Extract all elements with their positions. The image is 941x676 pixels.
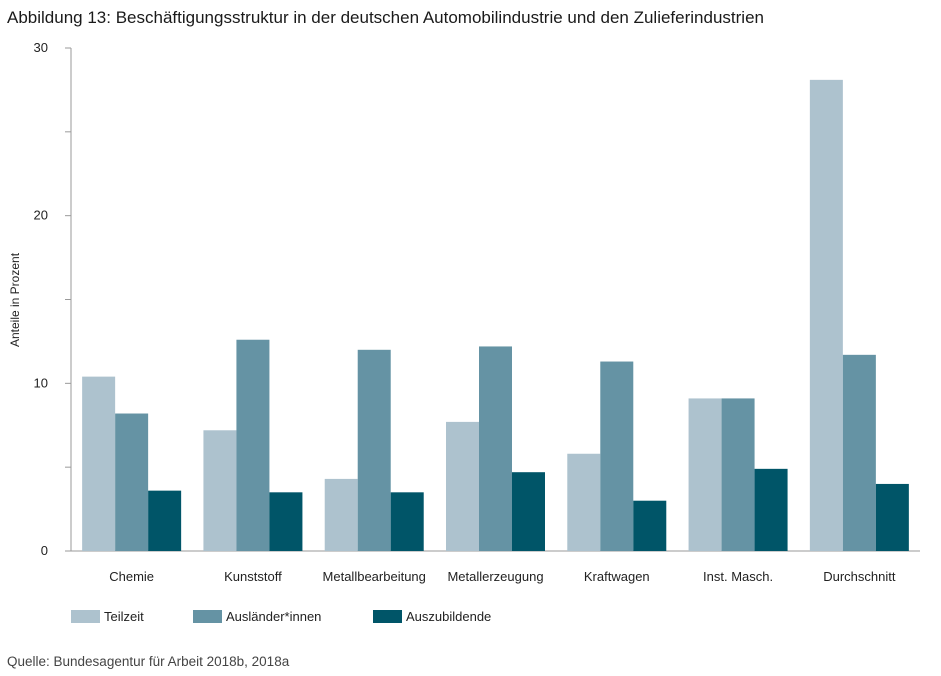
bar-teilzeit-5 <box>688 398 722 551</box>
source-note: Quelle: Bundesagentur für Arbeit 2018b, … <box>7 654 290 669</box>
bar-teilzeit-4 <box>567 453 601 551</box>
legend-swatch-2 <box>373 610 402 623</box>
legend-label-2: Auszubildende <box>406 609 491 624</box>
x-tick-label: Inst. Masch. <box>703 569 773 584</box>
x-tick-label: Kunststoff <box>224 569 282 584</box>
x-tick-label: Durchschnitt <box>823 569 896 584</box>
bar-teilzeit-1 <box>203 430 237 551</box>
x-tick-label: Kraftwagen <box>584 569 650 584</box>
bar-teilzeit-0 <box>82 376 116 551</box>
bar-auszubildende-5 <box>754 468 788 551</box>
x-tick-label: Metallerzeugung <box>447 569 543 584</box>
bar-auszubildende-1 <box>269 492 303 551</box>
y-tick-label: 0 <box>41 543 48 558</box>
bar-teilzeit-2 <box>324 478 358 551</box>
bar-auszubildende-3 <box>512 472 545 551</box>
bar-teilzeit-6 <box>809 79 843 552</box>
bar-ausl-nder-innen-2 <box>357 349 391 551</box>
bar-auszubildende-6 <box>875 483 909 551</box>
x-tick-labels: Chemie Kunststoff Metallbearbeitung Metalle… <box>109 569 896 584</box>
bar-teilzeit-3 <box>446 421 479 551</box>
y-tick-label: 20 <box>34 208 48 223</box>
x-tick-label: Chemie <box>109 569 154 584</box>
bar-auszubildende-0 <box>148 490 182 551</box>
bar-ausl-nder-innen-5 <box>721 398 755 551</box>
bar-chart: 0 10 20 30 Chemie Kunststoff Metallbearbeitun… <box>8 40 920 624</box>
legend: Teilzeit Ausländer*innen Auszubildende <box>71 609 491 624</box>
chart-title: Abbildung 13: Beschäftigungsstruktur in … <box>7 8 764 27</box>
x-tick-label: Metallbearbeitung <box>323 569 426 584</box>
y-axis-label: Anteile in Prozent <box>8 252 22 347</box>
y-tick-label: 30 <box>34 40 48 55</box>
bar-auszubildende-4 <box>633 500 667 551</box>
bar-ausl-nder-innen-0 <box>115 413 149 551</box>
legend-label-0: Teilzeit <box>104 609 144 624</box>
bars <box>82 79 909 552</box>
bar-auszubildende-2 <box>390 492 424 551</box>
y-tick-label: 10 <box>34 375 48 390</box>
bar-ausl-nder-innen-4 <box>600 361 634 551</box>
bar-ausl-nder-innen-1 <box>236 339 270 551</box>
legend-swatch-0 <box>71 610 100 623</box>
legend-swatch-1 <box>193 610 222 623</box>
legend-label-1: Ausländer*innen <box>226 609 321 624</box>
bar-ausl-nder-innen-3 <box>479 346 512 551</box>
bar-ausl-nder-innen-6 <box>842 354 876 551</box>
